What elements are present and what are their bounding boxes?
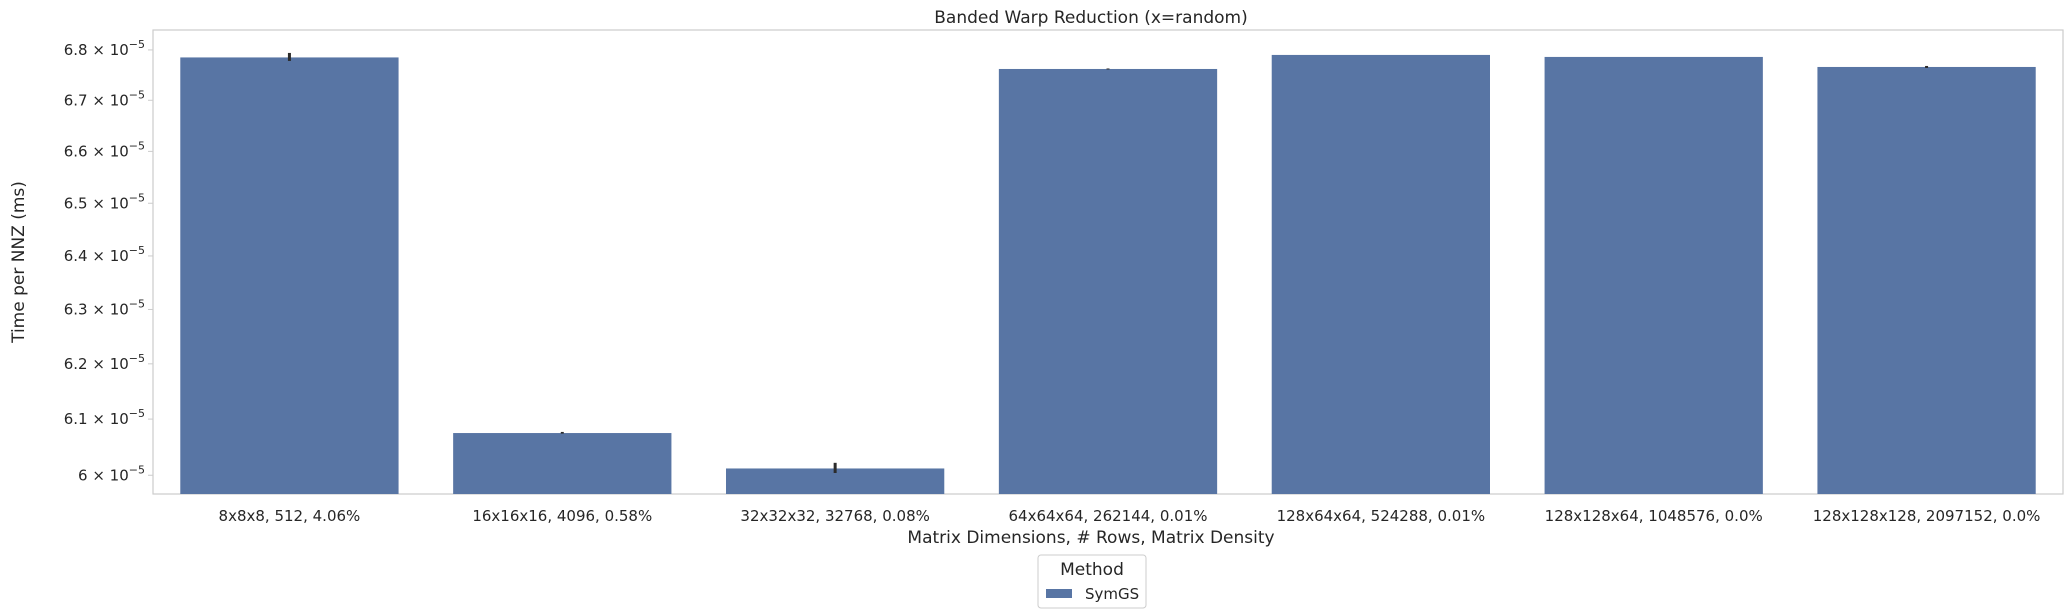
bar <box>1271 54 1490 495</box>
x-ticks: 8x8x8, 512, 4.06% 16x16x16, 4096, 0.58% 32… <box>219 507 2041 525</box>
legend-title: Method <box>1060 560 1124 580</box>
legend-label-symgs: SymGS <box>1085 585 1139 603</box>
x-tick-label: 128x128x128, 2097152, 0.0% <box>1813 507 2041 525</box>
y-axis-label: Time per NNZ (ms) <box>9 181 29 344</box>
bar <box>1544 56 1763 495</box>
y-tick-label: 6.4 × 10−5 <box>64 244 145 265</box>
y-tick-label: 6.7 × 10−5 <box>64 88 145 109</box>
x-tick-label: 16x16x16, 4096, 0.58% <box>472 507 652 525</box>
y-tick-label: 6.3 × 10−5 <box>64 297 145 318</box>
x-tick-label: 128x64x64, 524288, 0.01% <box>1277 507 1486 525</box>
x-tick-label: 64x64x64, 262144, 0.01% <box>1009 507 1208 525</box>
x-tick-label: 128x128x64, 1048576, 0.0% <box>1545 507 1763 525</box>
bars <box>180 52 2036 495</box>
bar <box>180 57 399 494</box>
y-tick-label: 6 × 10−5 <box>78 463 145 484</box>
bar <box>1817 66 2036 494</box>
y-tick-label: 6.1 × 10−5 <box>64 407 145 428</box>
y-tick-label: 6.5 × 10−5 <box>64 191 145 212</box>
bar <box>453 433 672 494</box>
legend-swatch-symgs <box>1046 589 1072 598</box>
x-axis-label: Matrix Dimensions, # Rows, Matrix Densit… <box>907 528 1274 548</box>
y-ticks: 6 × 10−5 6.1 × 10−5 6.2 × 10−5 6.3 × 10−5 6.… <box>64 38 153 484</box>
chart-title: Banded Warp Reduction (x=random) <box>934 8 1248 28</box>
y-tick-label: 6.2 × 10−5 <box>64 352 145 373</box>
bar <box>998 68 1218 495</box>
y-tick-label: 6.8 × 10−5 <box>64 38 145 59</box>
legend: Method SymGS <box>1037 554 1147 609</box>
x-tick-label: 8x8x8, 512, 4.06% <box>219 507 361 525</box>
x-tick-label: 32x32x32, 32768, 0.08% <box>740 507 929 525</box>
y-tick-label: 6.6 × 10−5 <box>64 139 145 160</box>
